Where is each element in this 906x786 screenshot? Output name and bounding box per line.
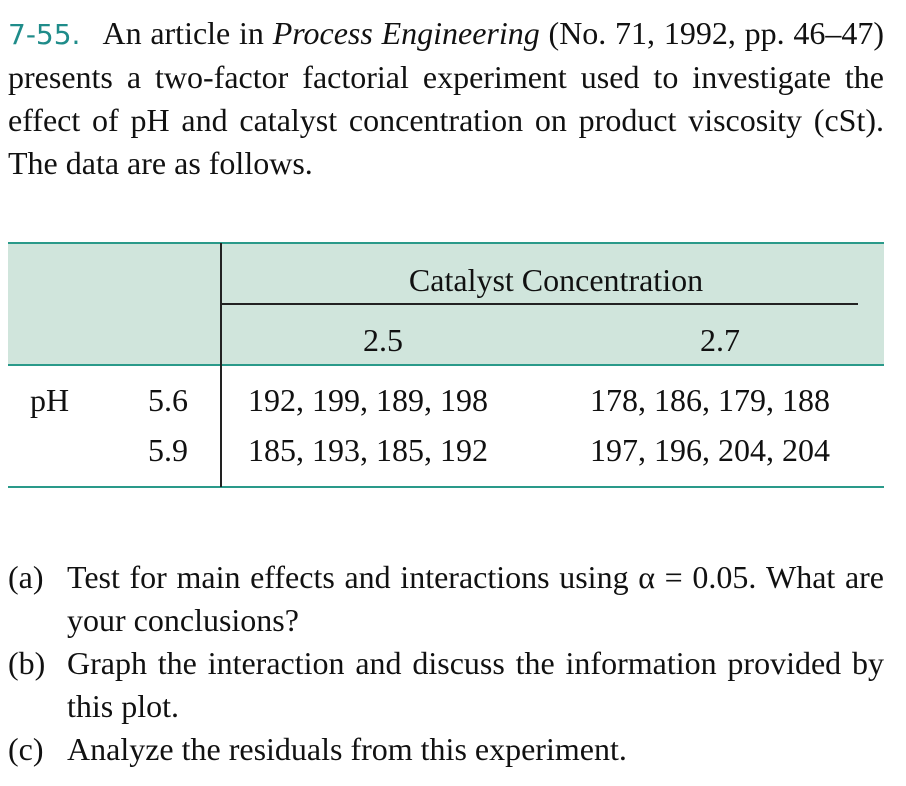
row-level: 5.6 [148, 382, 188, 418]
column-label: 2.7 [700, 322, 740, 358]
part-label: (a) [8, 559, 44, 595]
journal-name: Process Engineering [272, 15, 540, 51]
part-text: Analyze the residuals from this experime… [67, 731, 627, 767]
part-text: Test for main effects and interactions u… [67, 559, 884, 638]
table-cell: 192, 199, 189, 198 [248, 382, 488, 418]
part: (b) Graph the interaction and discuss the… [8, 642, 884, 728]
part-label: (c) [8, 731, 44, 767]
column-label: 2.5 [363, 322, 403, 358]
part-text: Graph the interaction and discuss the in… [67, 645, 884, 724]
part-label: (b) [8, 645, 46, 681]
table-rule [8, 364, 884, 366]
header-rule [222, 303, 858, 305]
table-divider [220, 243, 222, 487]
table-cell: 197, 196, 204, 204 [590, 432, 830, 468]
table-rule [8, 486, 884, 488]
row-header: pH [30, 382, 70, 418]
problem-number: 7-55. [8, 18, 81, 51]
intro-text: (No. 71, 1992, pp. 46–47) presents a two… [8, 15, 885, 181]
part: (c) Analyze the residuals from this exper… [8, 728, 884, 771]
row-level: 5.9 [148, 432, 188, 468]
table-cell: 178, 186, 179, 188 [590, 382, 830, 418]
part: (a) Test for main effects and interaction… [8, 556, 884, 642]
intro-text: An article in [102, 15, 264, 51]
parts: (a) Test for main effects and interaction… [8, 556, 884, 771]
problem-intro: 7-55. An article in Process Engineering (… [8, 12, 884, 185]
table-rule [8, 242, 884, 244]
column-header: Catalyst Concentration [408, 262, 704, 298]
table-cell: 185, 193, 185, 192 [248, 432, 488, 468]
